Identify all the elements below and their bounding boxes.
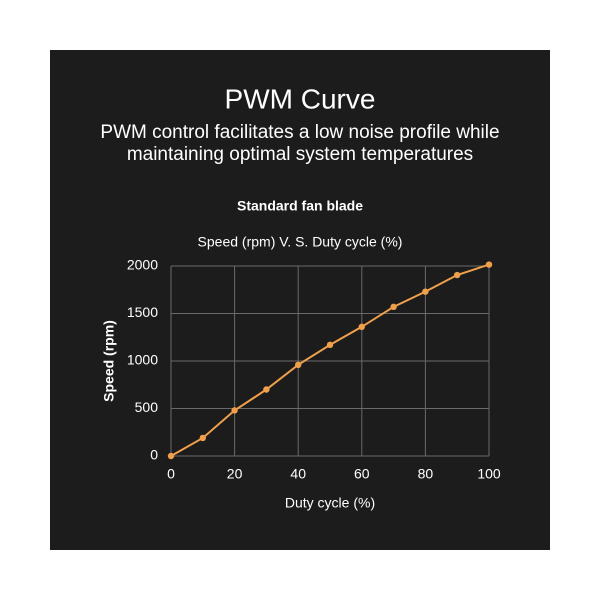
- x-tick-label: 80: [418, 466, 434, 482]
- data-point: [326, 341, 334, 349]
- subheading: PWM control facilitates a low noise prof…: [100, 122, 499, 143]
- data-point: [485, 261, 493, 268]
- y-tick-label: 1500: [127, 304, 158, 320]
- data-point: [263, 386, 270, 393]
- y-axis-label: Speed (rpm): [101, 320, 117, 402]
- chart-title: Speed (rpm) V. S. Duty cycle (%): [198, 234, 403, 250]
- x-axis-label: Duty cycle (%): [285, 495, 375, 511]
- data-point: [390, 303, 397, 311]
- x-tick-label: 20: [227, 466, 243, 482]
- y-tick-label: 0: [150, 447, 158, 463]
- data-point: [295, 361, 302, 368]
- data-point: [231, 407, 238, 414]
- x-tick-label: 60: [354, 466, 370, 482]
- y-tick-label: 500: [135, 399, 159, 415]
- y-tick-label: 2000: [127, 257, 158, 273]
- x-tick-label: 0: [167, 466, 175, 482]
- data-point: [454, 271, 461, 279]
- x-tick-label: 40: [290, 466, 306, 482]
- x-tick-label: 100: [477, 466, 501, 482]
- panel: [50, 50, 550, 550]
- data-point: [167, 452, 175, 460]
- data-point: [422, 288, 429, 295]
- heading: PWM Curve: [225, 83, 376, 114]
- subheading: maintaining optimal system temperatures: [127, 144, 473, 165]
- data-point: [358, 323, 365, 330]
- y-tick-label: 1000: [127, 352, 158, 368]
- data-point: [199, 434, 206, 442]
- series-name: Standard fan blade: [237, 198, 363, 214]
